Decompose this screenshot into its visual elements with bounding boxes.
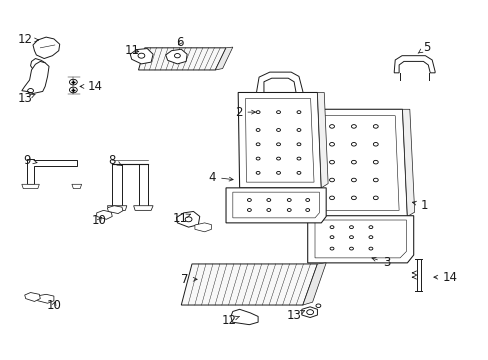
Polygon shape <box>307 216 413 263</box>
Text: 10: 10 <box>92 213 107 226</box>
Polygon shape <box>97 210 112 219</box>
Polygon shape <box>165 49 187 64</box>
Polygon shape <box>22 62 49 94</box>
Text: 6: 6 <box>176 36 183 49</box>
Polygon shape <box>107 206 126 210</box>
Polygon shape <box>256 72 302 93</box>
Polygon shape <box>27 158 77 184</box>
Text: 14: 14 <box>433 271 456 284</box>
Polygon shape <box>393 56 434 73</box>
Polygon shape <box>130 49 153 64</box>
Text: 2: 2 <box>234 105 255 119</box>
Polygon shape <box>317 93 327 188</box>
Polygon shape <box>230 309 258 325</box>
Text: 12: 12 <box>221 314 239 327</box>
Polygon shape <box>22 184 39 189</box>
Polygon shape <box>112 164 122 206</box>
Polygon shape <box>225 188 325 223</box>
Polygon shape <box>30 59 45 70</box>
Polygon shape <box>176 211 200 227</box>
Polygon shape <box>311 109 407 216</box>
Text: 11: 11 <box>125 44 140 57</box>
Text: 7: 7 <box>181 273 197 286</box>
Text: 5: 5 <box>417 41 429 54</box>
Polygon shape <box>181 264 317 305</box>
Polygon shape <box>416 259 420 292</box>
Text: 14: 14 <box>80 80 102 93</box>
Polygon shape <box>138 48 225 70</box>
Polygon shape <box>107 206 122 213</box>
Polygon shape <box>301 307 317 318</box>
Text: 13: 13 <box>286 309 304 321</box>
Text: 12: 12 <box>17 33 39 46</box>
Polygon shape <box>138 164 148 206</box>
Polygon shape <box>302 263 325 305</box>
Polygon shape <box>215 47 232 70</box>
Text: 4: 4 <box>208 171 233 184</box>
Text: 13: 13 <box>17 92 35 105</box>
Polygon shape <box>36 294 54 303</box>
Polygon shape <box>72 184 81 189</box>
Text: 9: 9 <box>23 154 37 167</box>
Polygon shape <box>133 206 153 210</box>
Text: 8: 8 <box>108 154 121 167</box>
Polygon shape <box>238 93 321 188</box>
Text: 1: 1 <box>411 198 427 212</box>
Text: 3: 3 <box>371 256 389 269</box>
Polygon shape <box>33 37 60 59</box>
Polygon shape <box>402 109 414 216</box>
Text: 11: 11 <box>172 212 190 225</box>
Polygon shape <box>25 293 40 301</box>
Polygon shape <box>195 223 211 232</box>
Text: 10: 10 <box>46 299 61 312</box>
